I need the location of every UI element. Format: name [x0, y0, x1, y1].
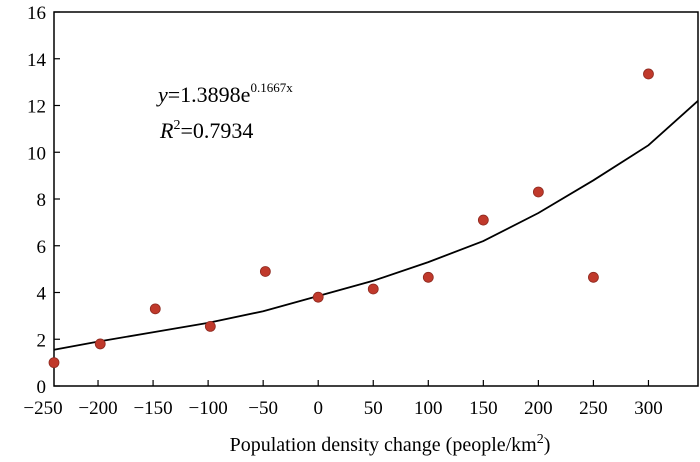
x-tick-label: −150: [133, 398, 172, 419]
trendline-equation: y=1.3898e0.1667x: [156, 80, 293, 107]
y-tick-label: 4: [37, 284, 47, 305]
x-tick-label: −100: [189, 398, 228, 419]
data-point: [477, 214, 489, 226]
x-axis-title: Population density change (people/km2): [230, 432, 551, 456]
x-tick-label: 150: [469, 398, 498, 419]
y-tick-label: 16: [27, 3, 46, 24]
x-tick-label: 100: [414, 398, 443, 419]
x-tick-label: 300: [634, 398, 663, 419]
data-point: [94, 338, 106, 350]
x-axis-title-end: ): [544, 434, 551, 456]
x-tick-label: 0: [313, 398, 323, 419]
data-point: [588, 271, 599, 283]
plot-frame: [53, 11, 699, 387]
y-axis-ticks: 0 2 4 6 8 10 12 14 16: [27, 3, 60, 398]
data-point: [48, 357, 60, 369]
data-point: [259, 266, 271, 277]
equation-body: =1.3898e: [168, 82, 251, 107]
data-point: [422, 271, 434, 283]
y-tick-label: 0: [37, 377, 47, 398]
x-tick-label: −250: [23, 398, 62, 419]
data-points: [48, 68, 654, 369]
trendline-curve: [53, 100, 699, 351]
x-tick-label: 250: [579, 398, 608, 419]
data-point: [532, 186, 544, 198]
r2-value: =0.7934: [180, 118, 253, 143]
x-axis-title-sup: 2: [537, 432, 544, 447]
y-tick-label: 6: [37, 237, 47, 258]
y-tick-label: 2: [37, 330, 47, 351]
x-axis-ticks: −250 −200 −150 −100 −50 0 50 100 150 200 250 300: [23, 380, 663, 419]
equation-prefix: y: [156, 82, 168, 107]
y-tick-label: 10: [27, 143, 46, 164]
r-squared-label: R2=0.7934: [159, 118, 253, 143]
y-tick-label: 12: [27, 97, 46, 118]
x-tick-label: 50: [364, 398, 383, 419]
y-tick-label: 8: [37, 190, 47, 211]
data-point: [643, 68, 654, 80]
x-tick-label: 200: [524, 398, 553, 419]
x-tick-label: −50: [248, 398, 278, 419]
data-point: [312, 291, 324, 303]
trendline-group: [53, 100, 699, 351]
y-tick-label: 14: [27, 50, 47, 71]
data-point: [204, 320, 216, 332]
equation-exponent: 0.1667x: [250, 80, 293, 95]
x-axis-title-main: Population density change (people/km: [230, 434, 538, 456]
data-point: [149, 303, 161, 315]
r2-superscript: 2: [173, 118, 180, 133]
x-tick-label: −200: [78, 398, 117, 419]
data-point: [367, 283, 379, 295]
axes: [53, 11, 699, 387]
r2-prefix: R: [159, 118, 174, 143]
